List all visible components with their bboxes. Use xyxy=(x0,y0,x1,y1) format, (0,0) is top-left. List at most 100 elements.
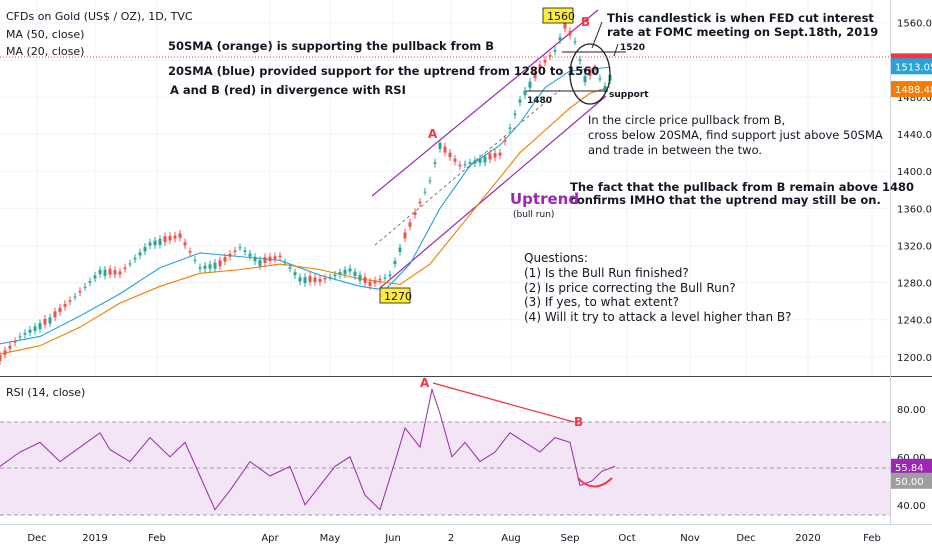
candle-body xyxy=(393,261,397,265)
x-tick-label: Jun xyxy=(384,533,401,544)
candle-body xyxy=(473,160,477,164)
candle-body xyxy=(233,250,237,253)
support-label: support xyxy=(609,90,649,100)
candle-body xyxy=(53,311,57,318)
price-tick-label: 1280.00 xyxy=(897,279,932,290)
question-1: (1) Is the Bull Run finished? xyxy=(524,266,689,280)
candle-body xyxy=(268,256,272,262)
candle-body xyxy=(503,140,507,142)
candle-body xyxy=(138,252,142,256)
candle-body xyxy=(208,264,212,269)
candle-body xyxy=(243,250,247,252)
candle-body xyxy=(278,255,282,258)
candle-body xyxy=(603,86,607,91)
price-badge-label: 1513.05 xyxy=(895,62,932,73)
candle-body xyxy=(18,336,22,338)
candle-body xyxy=(598,78,602,80)
channel-mid-line xyxy=(374,89,561,246)
candle-body xyxy=(218,260,222,267)
candle-body xyxy=(528,81,532,88)
candle-body xyxy=(573,41,577,43)
candle-body xyxy=(563,22,567,29)
price-tick-label: 1480.00 xyxy=(897,93,932,104)
candle-body xyxy=(13,341,17,343)
question-4: (4) Will it try to attack a level higher… xyxy=(524,310,791,324)
candle-body xyxy=(288,267,292,269)
candle-body xyxy=(38,323,42,330)
candle-body xyxy=(43,318,47,325)
candle-body xyxy=(33,326,37,331)
bull-run-label: (bull run) xyxy=(513,210,554,220)
price-tick-label: 1400.00 xyxy=(897,167,932,178)
candle-body xyxy=(428,180,432,182)
marker-1520-label: 1520 xyxy=(620,43,645,53)
x-tick-label: 2019 xyxy=(82,533,107,544)
level-1520-tick xyxy=(613,43,619,57)
candle-body xyxy=(148,242,152,246)
candle-body xyxy=(408,222,412,227)
x-tick-label: Aug xyxy=(501,533,521,544)
uptrend-label: Uptrend xyxy=(510,190,579,208)
candle-body xyxy=(263,257,267,264)
candle-body xyxy=(113,270,117,275)
candle-body xyxy=(153,240,157,246)
candle-body xyxy=(293,272,297,276)
candle-body xyxy=(68,300,72,302)
rsi-badge xyxy=(891,458,932,475)
candle-body xyxy=(373,280,377,284)
candle-body xyxy=(298,277,302,282)
candle-body xyxy=(383,277,387,279)
candle-body xyxy=(348,268,352,272)
candle-body xyxy=(143,246,147,252)
candle-body xyxy=(93,275,97,279)
rsi-tick-label: 80.00 xyxy=(897,405,926,416)
candle-body xyxy=(83,286,87,288)
candle-body xyxy=(248,253,252,257)
marker-1270-box xyxy=(379,287,411,304)
circle-note-line2: cross below 20SMA, find support just abo… xyxy=(588,128,883,142)
point-b-label: B xyxy=(581,15,590,29)
x-tick-label: May xyxy=(320,533,341,544)
candle-body xyxy=(163,236,167,243)
candle-body xyxy=(518,99,522,103)
price-badge-label: 1488.48 xyxy=(895,85,932,96)
candle-body xyxy=(553,49,557,52)
candle-body xyxy=(8,345,12,349)
circle-note-line3: and trade in between the two. xyxy=(588,143,762,157)
candle-body xyxy=(463,164,467,166)
rsi-line xyxy=(0,387,616,511)
candle-body xyxy=(328,277,332,279)
candle-body xyxy=(128,263,132,265)
candle-body xyxy=(363,277,367,283)
candle-body xyxy=(203,265,207,269)
candle-body xyxy=(123,267,127,269)
question-3: (3) If yes, to what extent? xyxy=(524,295,679,309)
candle-body xyxy=(118,271,122,275)
note-divergence: A and B (red) in divergence with RSI xyxy=(170,83,406,97)
candle-body xyxy=(23,333,27,335)
confirm-note-line2: confirms IMHO that the uptrend may still… xyxy=(570,193,881,207)
candle-body xyxy=(238,247,242,249)
chart-title: CFDs on Gold (US$ / OZ), 1D, TVC xyxy=(6,10,193,23)
candle-body xyxy=(468,162,472,164)
price-badge xyxy=(891,58,932,75)
circle-note-line1: In the circle price pullback from B, xyxy=(588,113,785,127)
candle-body xyxy=(353,271,357,277)
rsi-badge-label: 55.84 xyxy=(895,463,924,474)
candle-body xyxy=(548,55,552,57)
candle-body xyxy=(213,262,217,269)
marker-1480-label: 1480 xyxy=(527,96,552,106)
candle-body xyxy=(378,278,382,281)
candle-body xyxy=(318,278,322,282)
price-tick-label: 1360.00 xyxy=(897,204,932,215)
candle-body xyxy=(158,238,162,245)
candle-body xyxy=(498,152,502,156)
candle-body xyxy=(258,259,262,266)
candle-body xyxy=(588,70,592,76)
candle-body xyxy=(303,277,307,284)
candle-body xyxy=(103,269,107,276)
rsi-title: RSI (14, close) xyxy=(6,386,85,399)
candle-body xyxy=(493,153,497,158)
